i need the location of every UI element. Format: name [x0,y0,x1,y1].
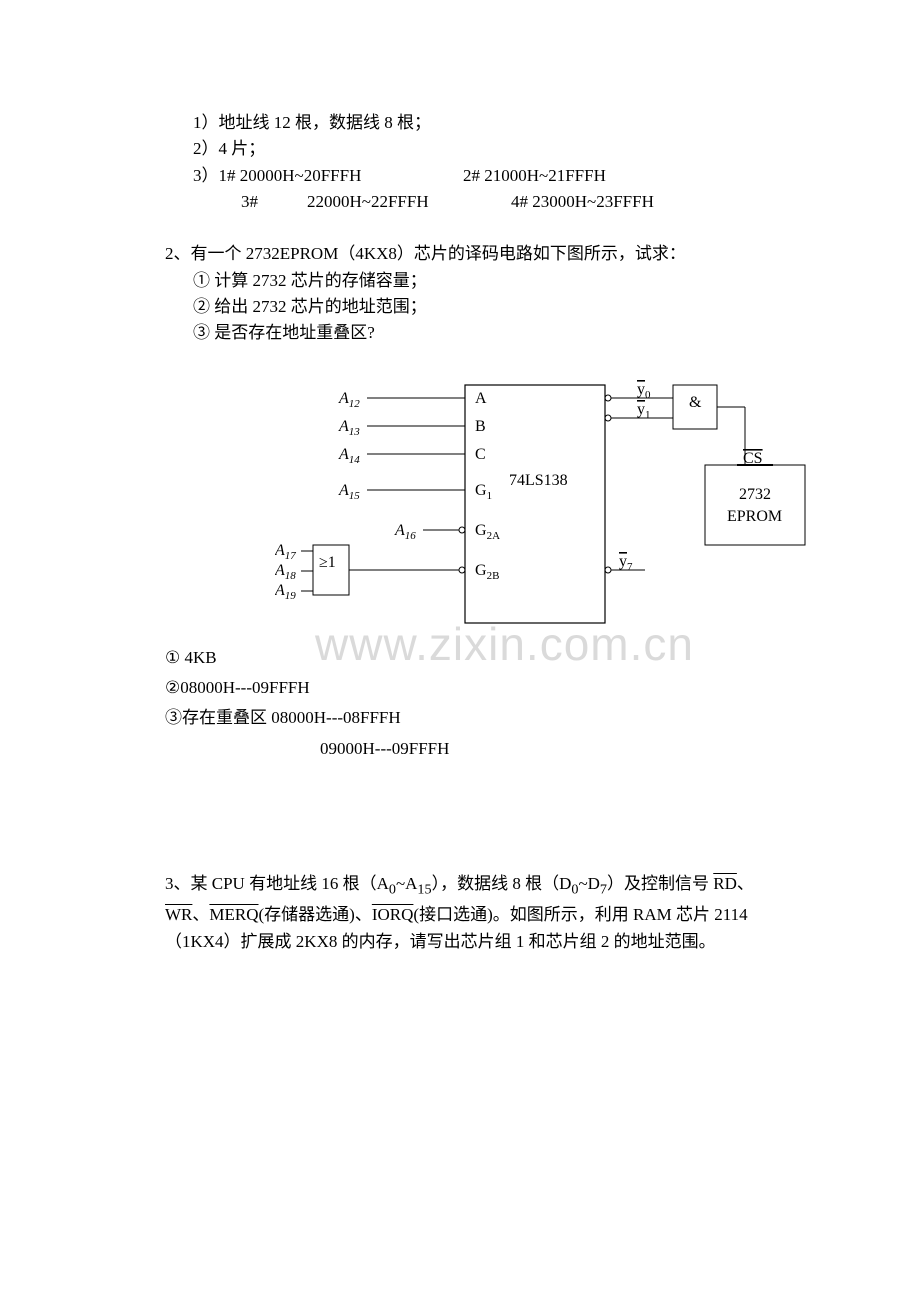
q3-l2c: (接口选通)。如图所示，利用 RAM 芯片 2114 [413,905,747,924]
q1-l4a: 22000H~22FFFH [307,189,511,215]
svg-text:A: A [475,390,487,407]
q3-l1f: 、 [737,874,754,893]
svg-text:A15: A15 [338,482,360,502]
svg-text:A13: A13 [338,418,360,438]
q3-l1b: ~A [396,874,417,893]
q1-line1: 1）地址线 12 根，数据线 8 根； [165,110,785,136]
q3-rd: RD [713,874,737,893]
svg-text:A19: A19 [275,582,296,602]
q3-l3: （1KX4）扩展成 2KX8 的内存，请写出芯片组 1 和芯片组 2 的地址范围… [165,932,716,951]
q3-merq: MERQ [209,905,258,924]
svg-text:A14: A14 [338,446,360,466]
q1-l3a: 3）1# 20000H~20FFFH [193,163,463,189]
q1-line4: 3# 22000H~22FFFH 4# 23000H~23FFFH [165,189,785,215]
ic-label: 74LS138 [509,472,568,489]
svg-text:A12: A12 [338,390,360,410]
q3-l1e: ）及控制信号 [607,874,713,893]
q1-l4b: 4# 23000H~23FFFH [511,189,654,215]
svg-text:G2B: G2B [475,562,499,582]
q1-line3: 3）1# 20000H~20FFFH 2# 21000H~21FFFH [165,163,785,189]
q3-iorq: IORQ [372,905,414,924]
q3-sub0a: 0 [389,882,396,898]
q3-wr: WR [165,905,192,924]
q3-sub15: 15 [417,882,431,898]
q3-l1c: ），数据线 8 根（D [432,874,572,893]
svg-text:B: B [475,418,486,435]
q2-i1: ① 计算 2732 芯片的存储容量； [165,268,785,294]
circuit-diagram: A B C 74LS138 G1 G2A G2B A12 A13 A14 A15… [275,377,835,631]
q2-i2: ② 给出 2732 芯片的地址范围； [165,294,785,320]
q3-sub7: 7 [600,882,607,898]
svg-text:A16: A16 [394,522,416,542]
svg-text:A17: A17 [275,542,296,562]
svg-text:≥1: ≥1 [319,554,336,571]
ans-2: ②08000H---09FFFH [165,675,785,701]
svg-text:C: C [475,446,486,463]
svg-text:2732: 2732 [739,486,771,503]
q2-i3: ③ 是否存在地址重叠区? [165,320,785,346]
ans-3b: 09000H---09FFFH [165,736,785,762]
q1-line2: 2）4 片； [165,136,785,162]
q3-l2b: (存储器选通)、 [259,905,372,924]
svg-text:G1: G1 [475,482,492,502]
q3-l2a: 、 [192,905,209,924]
ans-3a: ③存在重叠区 08000H---08FFFH [165,705,785,731]
q2-stem: 2、有一个 2732EPROM（4KX8）芯片的译码电路如下图所示，试求： [165,241,785,267]
ans-1: ① 4KB [165,645,785,671]
svg-text:A18: A18 [275,562,296,582]
svg-text:EPROM: EPROM [727,508,782,525]
svg-text:G2A: G2A [475,522,500,542]
svg-text:&: & [689,394,702,411]
svg-text:CS: CS [743,450,763,467]
q1-l3b: 2# 21000H~21FFFH [463,163,606,189]
q3-block: 3、某 CPU 有地址线 16 根（A0~A15），数据线 8 根（D0~D7）… [165,870,785,955]
q3-l1a: 3、某 CPU 有地址线 16 根（A [165,874,389,893]
q1-l4a-pre: 3# [241,189,307,215]
q3-l1d: ~D [578,874,599,893]
